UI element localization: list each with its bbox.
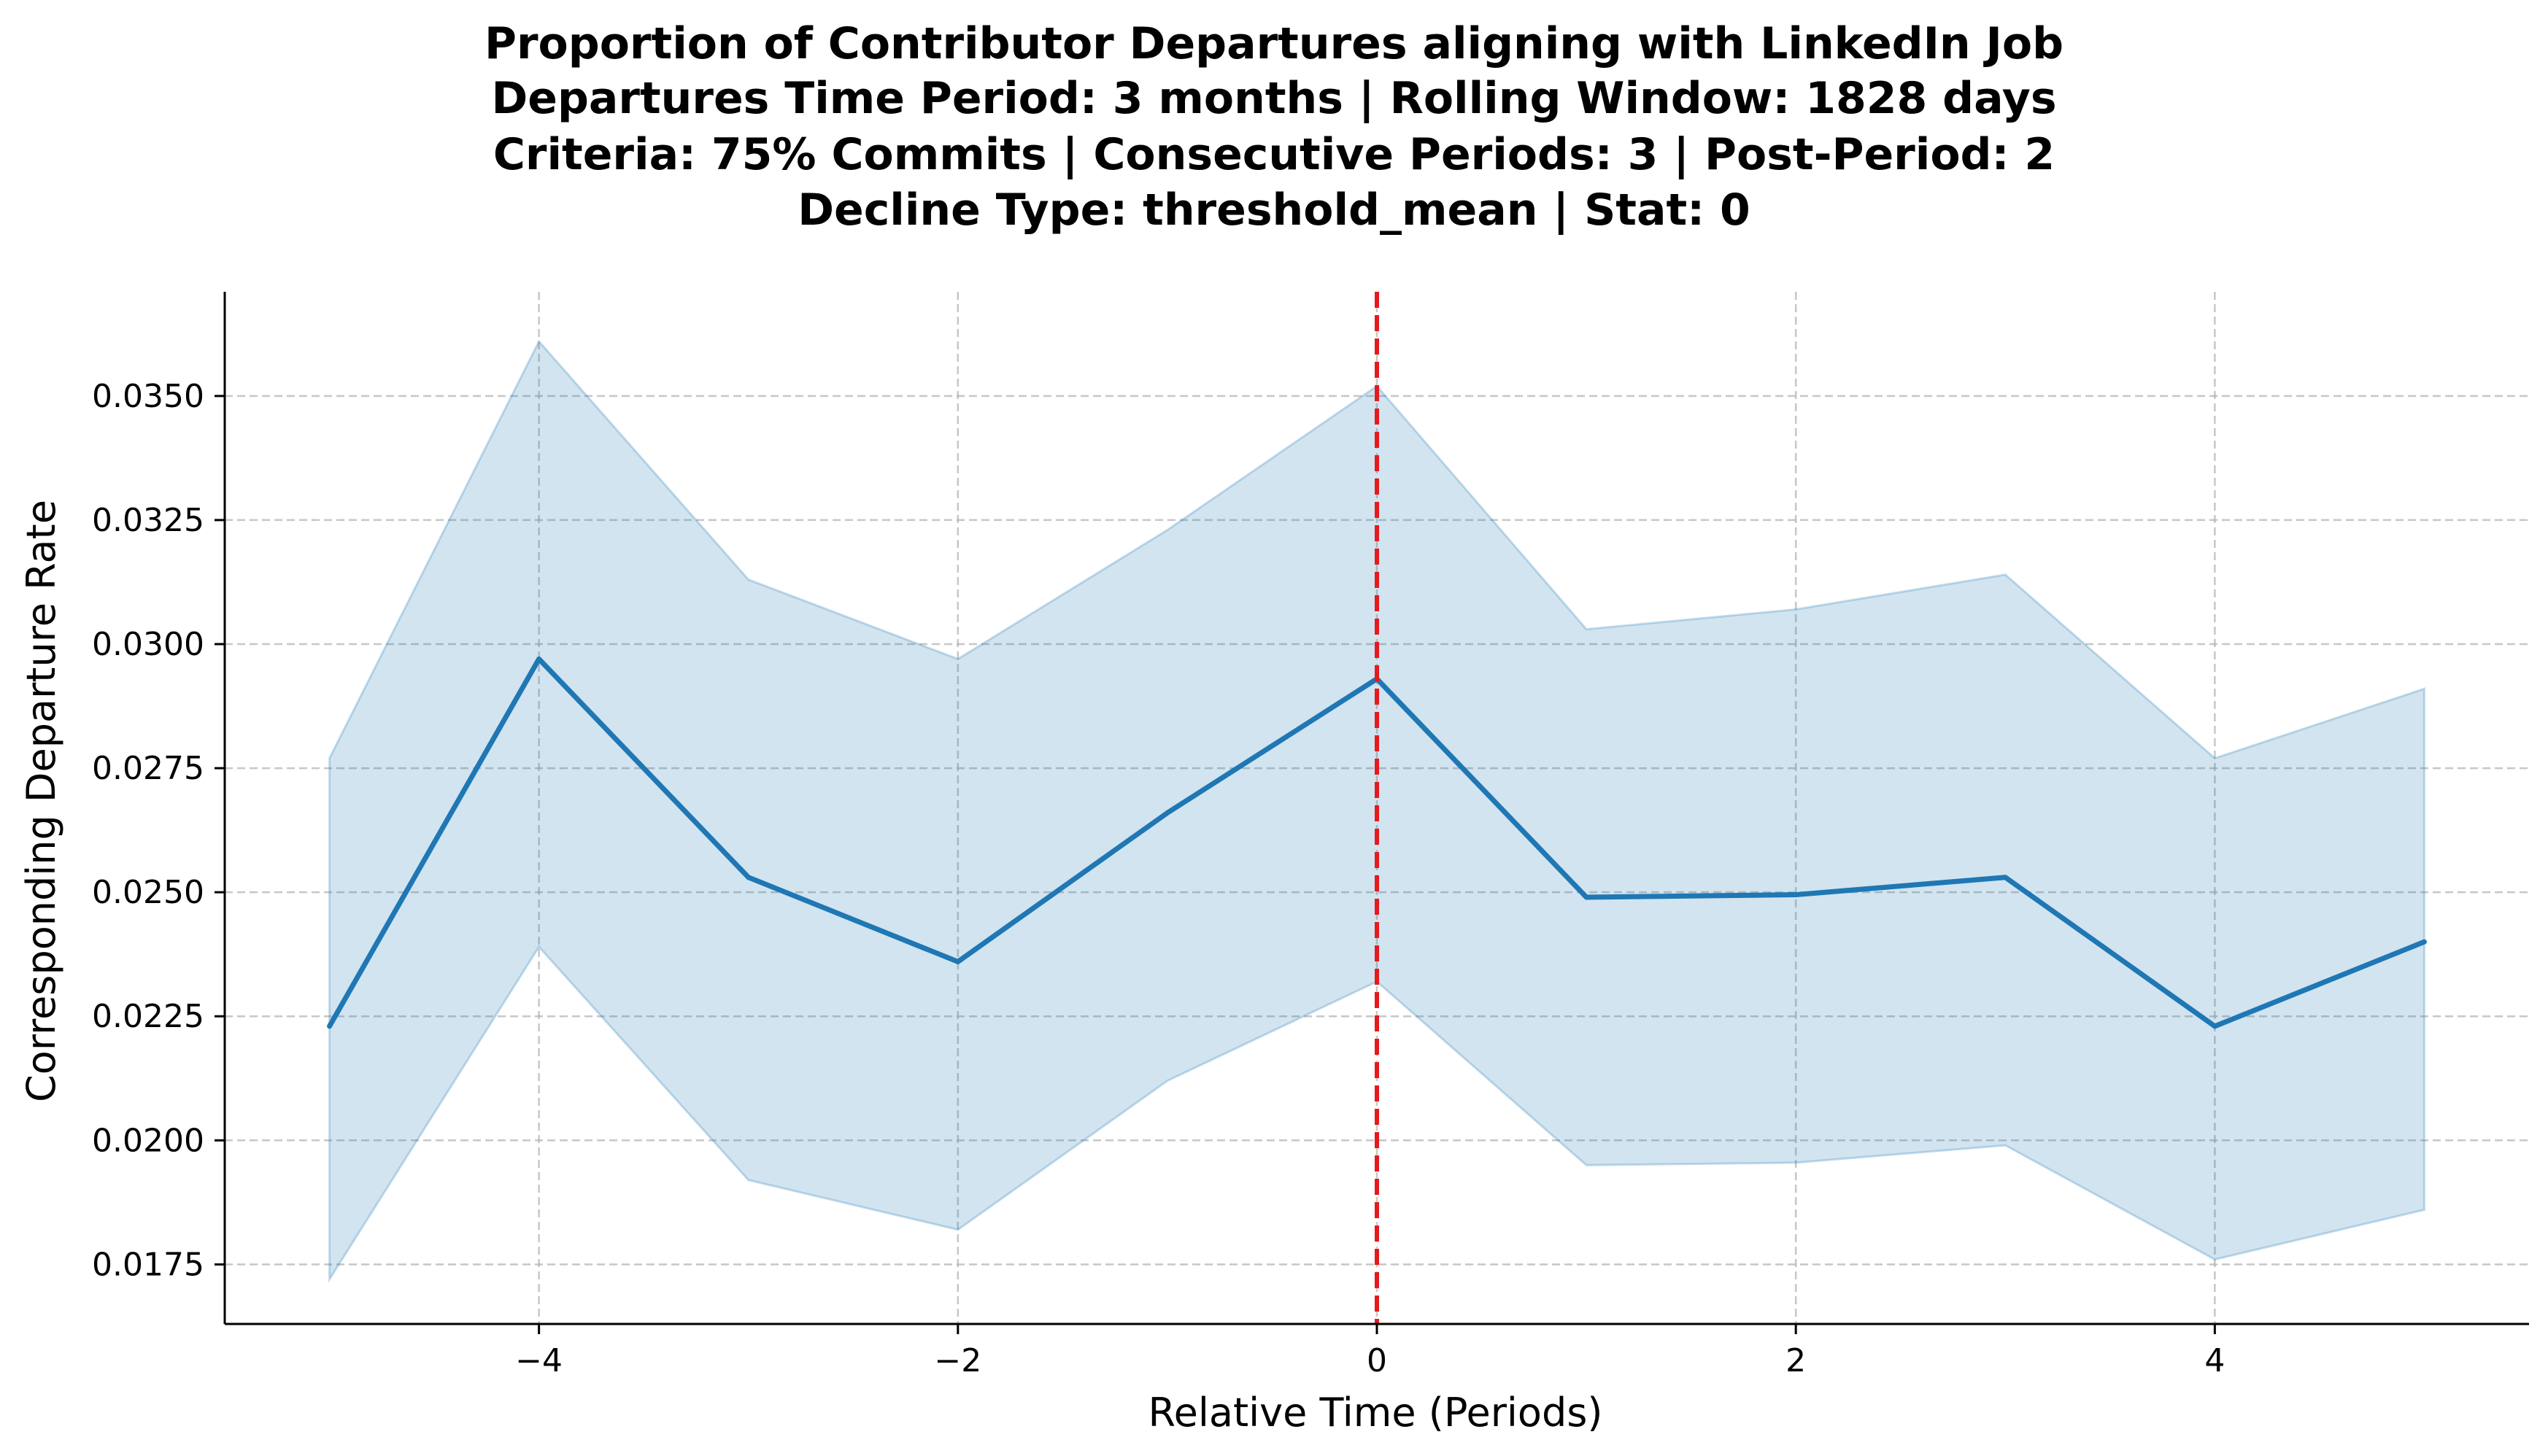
chart-title-line-2: Departures Time Period: 3 months | Rolli… [491, 73, 2057, 124]
y-tick-label: 0.0350 [92, 378, 204, 415]
ticks-layer: −4 −2 0 2 4 0.0175 0.0200 0.0225 0.0250 0.0275 0.0… [92, 378, 2225, 1379]
x-tick-label: 2 [1785, 1342, 1806, 1379]
data-point [1583, 894, 1589, 900]
x-axis-label: Relative Time (Periods) [1148, 1390, 1603, 1436]
chart-title-line-1: Proportion of Contributor Departures ali… [484, 18, 2064, 69]
y-axis-label: Corresponding Departure Rate [18, 500, 64, 1102]
x-tick-label: 4 [2204, 1342, 2225, 1379]
data-point [1793, 892, 1799, 898]
chart-title-line-3: Criteria: 75% Commits | Consecutive Peri… [493, 129, 2055, 180]
data-point [746, 875, 752, 880]
y-tick-label: 0.0200 [92, 1122, 204, 1159]
y-tick-label: 0.0175 [92, 1246, 204, 1283]
y-tick-label: 0.0325 [92, 502, 204, 539]
data-point [955, 959, 961, 964]
x-tick-label: −4 [515, 1342, 563, 1379]
data-point [2002, 875, 2008, 880]
data-point [2421, 939, 2427, 945]
data-point [2212, 1023, 2217, 1029]
y-tick-label: 0.0225 [92, 998, 204, 1035]
data-point [327, 1023, 333, 1029]
x-tick-label: 0 [1367, 1342, 1387, 1379]
chart-title-line-4: Decline Type: threshold_mean | Stat: 0 [798, 185, 1750, 236]
x-tick-label: −2 [934, 1342, 981, 1379]
data-point [1165, 810, 1170, 816]
data-point [536, 656, 542, 662]
y-tick-label: 0.0275 [92, 750, 204, 787]
y-tick-label: 0.0300 [92, 626, 204, 663]
y-tick-label: 0.0250 [92, 874, 204, 911]
